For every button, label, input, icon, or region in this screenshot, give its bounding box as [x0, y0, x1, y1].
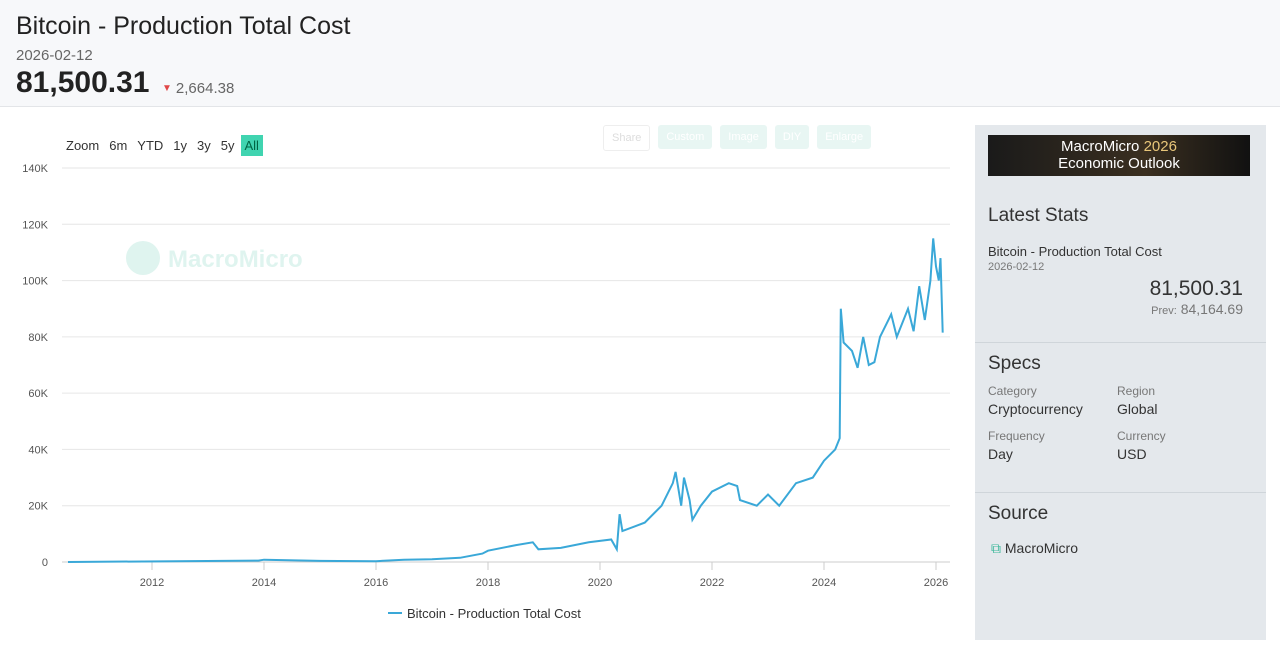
divider	[975, 492, 1266, 493]
prev-value: 84,164.69	[1180, 301, 1243, 317]
y-tick-label: 80K	[28, 332, 48, 344]
zoom-selector: Zoom 6m YTD 1y 3y 5y All	[62, 135, 265, 156]
divider	[975, 342, 1266, 343]
banner-subtitle: Economic Outlook	[1058, 155, 1180, 172]
image-button[interactable]: Image	[720, 125, 767, 149]
y-tick-label: 60K	[28, 388, 48, 400]
frequency-value: Day	[988, 446, 1013, 462]
zoom-5y[interactable]: 5y	[220, 138, 235, 153]
page-header: Bitcoin - Production Total Cost 2026-02-…	[0, 0, 1280, 107]
zoom-1y[interactable]: 1y	[173, 138, 188, 153]
watermark-logo-icon	[126, 241, 160, 275]
banner-year: 2026	[1143, 138, 1177, 155]
x-tick-label: 2016	[364, 577, 388, 589]
enlarge-button[interactable]: Enlarge	[817, 125, 872, 149]
zoom-3y[interactable]: 3y	[197, 138, 211, 153]
diy-button[interactable]: DIY	[774, 125, 810, 149]
source-title: Source	[988, 503, 1049, 524]
y-tick-label: 120K	[22, 219, 48, 231]
down-triangle-icon: ▼	[162, 83, 172, 94]
share-button[interactable]: Share	[603, 125, 651, 151]
watermark: MacroMicro	[168, 246, 303, 273]
stat-series-name: Bitcoin - Production Total Cost	[988, 244, 1162, 259]
latest-date: 2026-02-12	[16, 47, 93, 64]
x-tick-label: 2014	[252, 577, 276, 589]
y-tick-label: 140K	[22, 163, 48, 175]
source-link[interactable]: ⧉ MacroMicro	[991, 540, 1078, 557]
custom-button[interactable]: Custom	[658, 125, 713, 149]
stat-value: 81,500.31	[1149, 277, 1243, 300]
y-tick-label: 0	[42, 557, 48, 569]
frequency-label: Frequency	[988, 429, 1045, 443]
y-tick-label: 40K	[28, 444, 48, 456]
region-value: Global	[1117, 401, 1158, 417]
change-amount: 2,664.38	[175, 80, 235, 97]
x-tick-label: 2026	[924, 577, 948, 589]
x-tick-label: 2012	[140, 577, 164, 589]
outlook-banner[interactable]: MacroMicro 2026 Economic Outlook	[988, 135, 1250, 176]
region-label: Region	[1117, 384, 1156, 398]
sidebar: MacroMicro 2026 Economic Outlook Latest S…	[975, 125, 1266, 640]
zoom-label: Zoom	[66, 138, 100, 153]
x-tick-label: 2018	[476, 577, 500, 589]
latest-value: 81,500.31	[16, 66, 150, 99]
prev-label: Prev:	[1151, 305, 1177, 317]
banner-brand: MacroMicro	[1061, 138, 1140, 155]
category-value: Cryptocurrency	[988, 401, 1083, 417]
specs-title: Specs	[988, 353, 1041, 374]
zoom-6m[interactable]: 6m	[109, 138, 128, 153]
zoom-all[interactable]: All	[240, 135, 263, 156]
chart-toolbar: Share Custom Image DIY Enlarge	[603, 125, 872, 151]
x-tick-label: 2024	[812, 577, 836, 589]
currency-label: Currency	[1117, 429, 1166, 443]
zoom-ytd[interactable]: YTD	[137, 138, 164, 153]
legend-item[interactable]: Bitcoin - Production Total Cost	[407, 606, 581, 621]
line-chart: 0 20K 40K 60K 80K 100K 120K 140K 2012 2014 2016 201…	[22, 163, 950, 621]
y-tick-label: 20K	[28, 501, 48, 513]
external-link-icon: ⧉	[991, 540, 1001, 556]
page-title: Bitcoin - Production Total Cost	[16, 12, 351, 40]
series-line	[67, 238, 944, 563]
change-value: ▼ 2,664.38	[162, 80, 234, 97]
currency-value: USD	[1117, 446, 1147, 462]
source-name: MacroMicro	[1004, 540, 1079, 556]
x-tick-label: 2020	[588, 577, 612, 589]
stat-date: 2026-02-12	[988, 261, 1045, 273]
x-tick-label: 2022	[700, 577, 724, 589]
latest-stats-title: Latest Stats	[988, 205, 1089, 226]
category-label: Category	[988, 384, 1037, 398]
y-tick-label: 100K	[22, 276, 48, 288]
